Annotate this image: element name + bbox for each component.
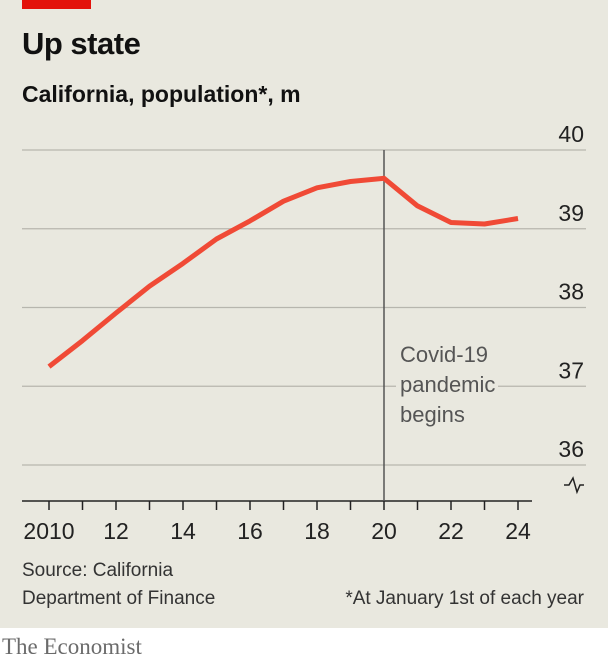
y-tick-label: 40	[558, 121, 584, 147]
x-tick-label: 22	[438, 518, 464, 544]
source-note-line-2: Department of Finance	[22, 588, 216, 609]
chart-panel: Up state California, population*, m 36 37…	[0, 0, 608, 628]
x-tick-label: 12	[103, 518, 129, 544]
annotation-text: Covid-19	[400, 342, 488, 367]
footnote: *At January 1st of each year	[345, 588, 584, 609]
y-tick-label: 36	[558, 436, 584, 462]
chart-title: Up state	[22, 26, 141, 61]
brand-tab	[22, 0, 91, 9]
y-tick-label: 39	[558, 200, 584, 226]
x-tick-label: 20	[371, 518, 397, 544]
chart-subtitle: California, population*, m	[22, 81, 301, 107]
x-tick-label: 24	[505, 518, 531, 544]
annotation-text: begins	[400, 402, 465, 427]
y-tick-label: 38	[558, 279, 584, 305]
y-tick-label: 37	[558, 357, 584, 383]
source-note-line-1: Source: California	[22, 560, 174, 581]
annotation-text: pandemic	[400, 372, 495, 397]
population-line	[47, 175, 519, 369]
annotation-background	[396, 370, 498, 400]
x-tick-label: 14	[170, 518, 196, 544]
x-tick-label: 16	[237, 518, 263, 544]
x-tick-label: 18	[304, 518, 330, 544]
axis-break-icon	[564, 476, 584, 495]
line-chart: 36 37 38 39 40 2010 12 14 16 18 20 22 24 Covid-19 pand…	[22, 121, 586, 544]
publisher-logo: The Economist	[2, 634, 142, 659]
x-tick-label: 2010	[23, 518, 74, 544]
